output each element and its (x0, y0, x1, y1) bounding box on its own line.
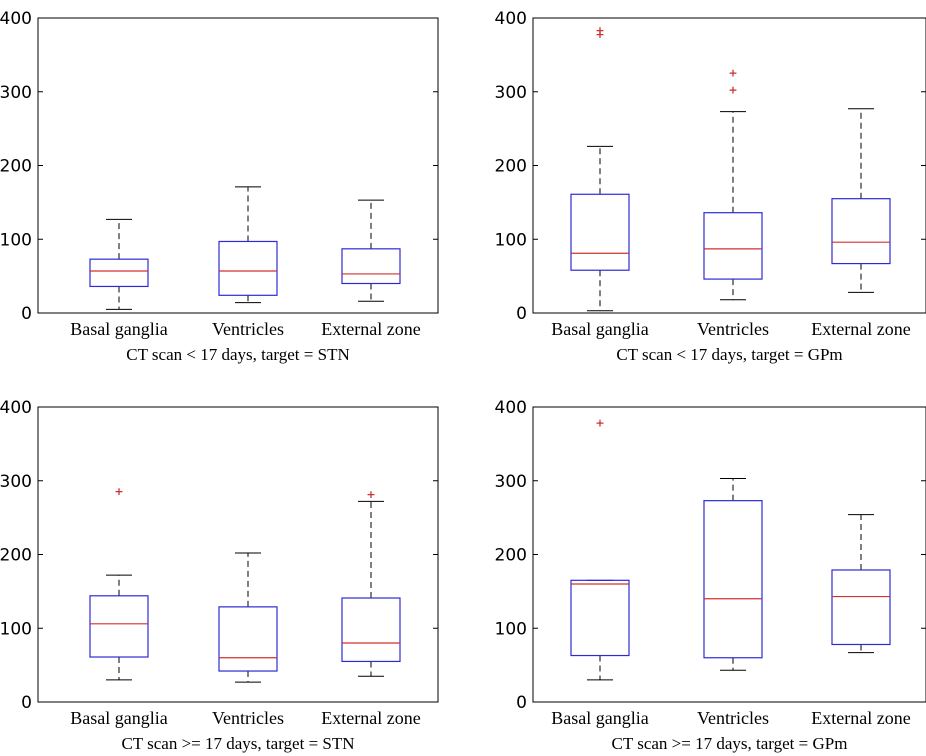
box-1: + (570, 416, 630, 681)
outlier-marker: + (595, 416, 604, 429)
category-label: Basal ganglia (551, 708, 648, 728)
box-1 (89, 218, 149, 310)
y-tick-label: 400 (0, 398, 32, 418)
y-tick-label: 0 (516, 304, 527, 324)
category-label: Ventricles (212, 319, 284, 339)
category-label: Ventricles (697, 708, 769, 728)
iqr-box (218, 240, 278, 296)
iqr-box (218, 606, 278, 672)
category-label: External zone (321, 708, 420, 728)
y-tick-label: 0 (21, 693, 32, 713)
category-label: External zone (811, 319, 910, 339)
plot-frame (37, 17, 439, 314)
y-tick-label: 400 (495, 9, 527, 29)
box-2 (218, 552, 278, 683)
iqr-box (341, 597, 401, 663)
chart-panel-4: 0 100 200 300 400 + Basal ganglia Ventricles Ext… (495, 398, 926, 753)
category-label: Basal ganglia (70, 708, 167, 728)
box-3: + (341, 488, 401, 677)
y-tick-label: 200 (495, 546, 527, 566)
outlier-marker: + (595, 24, 604, 37)
x-axis-label: CT scan < 17 days, target = GPm (616, 345, 842, 364)
box-2 (218, 186, 278, 304)
y-tick-label: 400 (0, 9, 32, 29)
box-2: ++ (703, 67, 763, 301)
box-1: + (89, 485, 149, 681)
y-tick-label: 300 (495, 83, 527, 103)
outlier-marker: + (728, 84, 737, 97)
iqr-box (703, 500, 763, 659)
outlier-marker: + (114, 485, 123, 498)
iqr-box (570, 193, 630, 271)
iqr-box (831, 198, 891, 265)
iqr-box (570, 579, 630, 657)
y-tick-label: 300 (0, 83, 32, 103)
y-tick-label: 0 (516, 693, 527, 713)
category-label: Ventricles (212, 708, 284, 728)
category-label: External zone (321, 319, 420, 339)
y-tick-label: 200 (495, 157, 527, 177)
iqr-box (703, 212, 763, 280)
category-label: Basal ganglia (70, 319, 167, 339)
y-tick-label: 200 (0, 157, 32, 177)
y-tick-label: 300 (0, 472, 32, 492)
outlier-marker: + (366, 488, 375, 501)
chart-panel-1: 0 100 200 300 400 Basal ganglia Ventricles Exte… (0, 9, 439, 364)
iqr-box (831, 569, 891, 646)
category-label: External zone (811, 708, 910, 728)
y-tick-label: 0 (21, 304, 32, 324)
y-tick-label: 400 (495, 398, 527, 418)
box-1: ++ (570, 24, 630, 312)
iqr-box (341, 248, 401, 285)
x-axis-label: CT scan >= 17 days, target = STN (121, 734, 354, 753)
x-axis-label: CT scan >= 17 days, target = GPm (612, 734, 848, 753)
plot-frame (532, 17, 926, 314)
y-tick-label: 100 (495, 230, 527, 250)
outlier-marker: + (728, 67, 737, 80)
category-label: Ventricles (697, 319, 769, 339)
iqr-box (89, 595, 149, 658)
box-3 (831, 514, 891, 654)
chart-panel-3: 0 100 200 300 400 + Basal ganglia Ventricles + Ex… (0, 398, 439, 753)
category-label: Basal ganglia (551, 319, 648, 339)
box-2 (703, 478, 763, 671)
box-3 (341, 199, 401, 302)
box-3 (831, 108, 891, 293)
outlier-marker: + (595, 28, 604, 41)
y-tick-label: 200 (0, 546, 32, 566)
iqr-box (89, 258, 149, 288)
y-tick-label: 100 (495, 619, 527, 639)
y-tick-label: 100 (0, 619, 32, 639)
x-axis-label: CT scan < 17 days, target = STN (126, 345, 349, 364)
y-tick-label: 300 (495, 472, 527, 492)
y-tick-label: 100 (0, 230, 32, 250)
